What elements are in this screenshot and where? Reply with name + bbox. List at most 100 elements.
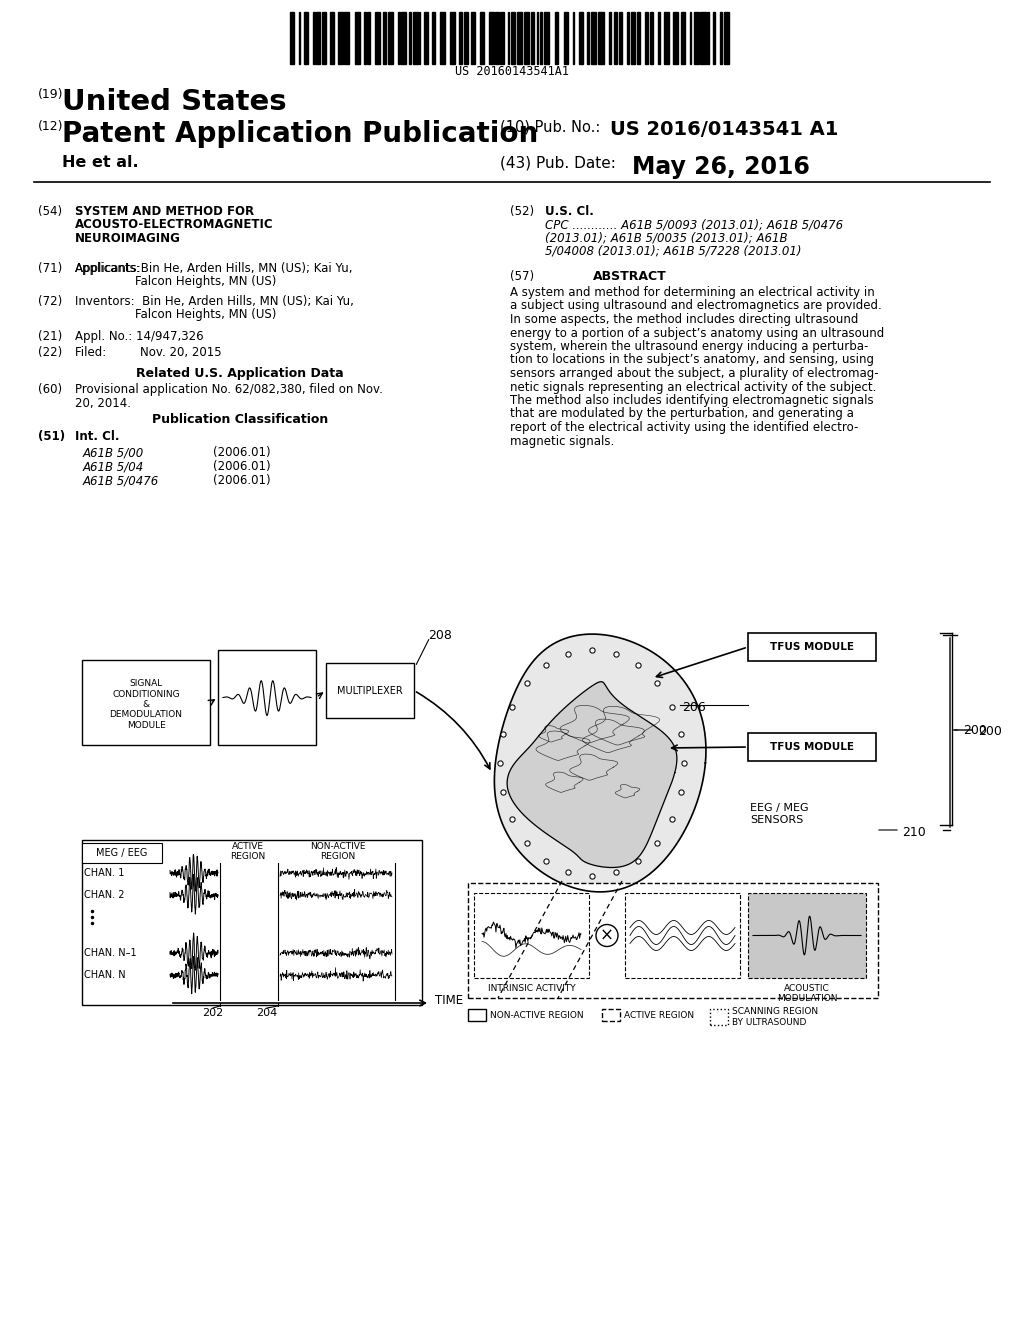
Text: United States: United States bbox=[62, 88, 287, 116]
Text: A61B 5/04: A61B 5/04 bbox=[83, 459, 144, 473]
Bar bbox=[665, 12, 670, 63]
Bar bbox=[517, 12, 522, 63]
Bar bbox=[439, 12, 444, 63]
Bar bbox=[409, 12, 412, 63]
Text: 208: 208 bbox=[428, 630, 452, 642]
Text: (51): (51) bbox=[38, 430, 66, 444]
Text: US 2016/0143541 A1: US 2016/0143541 A1 bbox=[610, 120, 839, 139]
Text: tion to locations in the subject’s anatomy, and sensing, using: tion to locations in the subject’s anato… bbox=[510, 354, 874, 367]
Bar bbox=[398, 12, 399, 63]
Text: (10) Pub. No.:: (10) Pub. No.: bbox=[500, 120, 600, 135]
Bar bbox=[468, 1008, 486, 1020]
Bar bbox=[614, 12, 616, 63]
Bar bbox=[479, 12, 483, 63]
Text: 20, 2014.: 20, 2014. bbox=[75, 396, 131, 409]
Bar bbox=[523, 12, 528, 63]
Bar bbox=[375, 12, 380, 63]
Bar bbox=[315, 12, 319, 63]
Text: Publication Classification: Publication Classification bbox=[152, 413, 328, 426]
Bar bbox=[383, 12, 385, 63]
Text: (22): (22) bbox=[38, 346, 62, 359]
Bar bbox=[424, 12, 428, 63]
Text: CHAN. 1: CHAN. 1 bbox=[84, 869, 124, 878]
Text: report of the electrical activity using the identified electro-: report of the electrical activity using … bbox=[510, 421, 858, 434]
Bar bbox=[748, 733, 876, 762]
Text: netic signals representing an electrical activity of the subject.: netic signals representing an electrical… bbox=[510, 380, 877, 393]
Text: CHAN. N–1: CHAN. N–1 bbox=[84, 948, 136, 958]
Text: TIME: TIME bbox=[435, 994, 463, 1006]
Text: Filed:         Nov. 20, 2015: Filed: Nov. 20, 2015 bbox=[75, 346, 221, 359]
Bar bbox=[700, 12, 706, 63]
Bar bbox=[388, 12, 393, 63]
Text: energy to a portion of a subject’s anatomy using an ultrasound: energy to a portion of a subject’s anato… bbox=[510, 326, 885, 339]
Bar bbox=[323, 12, 326, 63]
Text: (60): (60) bbox=[38, 383, 62, 396]
Text: CPC ............ A61B 5/0093 (2013.01); A61B 5/0476: CPC ............ A61B 5/0093 (2013.01); … bbox=[545, 218, 843, 231]
Bar bbox=[82, 660, 210, 744]
Bar bbox=[330, 12, 334, 63]
Text: A61B 5/00: A61B 5/00 bbox=[83, 446, 144, 459]
Text: ACOUSTIC
MODULATION: ACOUSTIC MODULATION bbox=[777, 983, 838, 1003]
Text: (19): (19) bbox=[38, 88, 63, 102]
Bar bbox=[587, 12, 590, 63]
Bar bbox=[707, 12, 710, 63]
Text: A system and method for determining an electrical activity in: A system and method for determining an e… bbox=[510, 286, 874, 300]
Text: Applicants:Bin He, Arden Hills, MN (US); Kai Yu,: Applicants:Bin He, Arden Hills, MN (US);… bbox=[75, 261, 352, 275]
Text: Patent Application Publication: Patent Application Publication bbox=[62, 120, 539, 148]
Text: MEG / EEG: MEG / EEG bbox=[96, 847, 147, 858]
Bar bbox=[364, 12, 367, 63]
Bar bbox=[419, 12, 421, 63]
Text: (12): (12) bbox=[38, 120, 63, 133]
Bar bbox=[326, 663, 414, 718]
Bar bbox=[508, 12, 509, 63]
Bar bbox=[591, 12, 596, 63]
Text: system, wherein the ultrasound energy inducing a perturba-: system, wherein the ultrasound energy in… bbox=[510, 341, 868, 352]
Text: Falcon Heights, MN (US): Falcon Heights, MN (US) bbox=[135, 308, 276, 321]
Bar bbox=[82, 840, 422, 1005]
Text: 200: 200 bbox=[978, 725, 1001, 738]
Text: (2006.01): (2006.01) bbox=[213, 474, 270, 487]
Bar bbox=[488, 12, 494, 63]
Text: (52): (52) bbox=[510, 205, 535, 218]
Text: MULTIPLEXER: MULTIPLEXER bbox=[337, 685, 402, 696]
Text: that are modulated by the perturbation, and generating a: that are modulated by the perturbation, … bbox=[510, 408, 854, 421]
Bar bbox=[555, 12, 558, 63]
Bar bbox=[432, 12, 434, 63]
Text: Int. Cl.: Int. Cl. bbox=[75, 430, 120, 444]
Bar bbox=[290, 12, 294, 63]
Text: Applicants:: Applicants: bbox=[75, 261, 140, 275]
Bar bbox=[459, 12, 462, 63]
Text: SIGNAL
CONDITIONING
&
DEMODULATION
MODULE: SIGNAL CONDITIONING & DEMODULATION MODUL… bbox=[110, 680, 182, 730]
Bar bbox=[401, 12, 407, 63]
Text: NON-ACTIVE REGION: NON-ACTIVE REGION bbox=[490, 1011, 584, 1019]
Bar bbox=[541, 12, 542, 63]
Text: ACTIVE REGION: ACTIVE REGION bbox=[624, 1011, 694, 1019]
Bar bbox=[598, 12, 603, 63]
Bar bbox=[450, 12, 456, 63]
Text: Appl. No.: 14/947,326: Appl. No.: 14/947,326 bbox=[75, 330, 204, 343]
Bar bbox=[580, 12, 583, 63]
Text: (43) Pub. Date:: (43) Pub. Date: bbox=[500, 154, 615, 170]
Text: NEUROIMAGING: NEUROIMAGING bbox=[75, 232, 181, 246]
Text: (57): (57) bbox=[510, 271, 535, 282]
Bar bbox=[710, 1008, 728, 1026]
Bar bbox=[748, 894, 866, 978]
Bar bbox=[368, 12, 370, 63]
Bar bbox=[464, 12, 468, 63]
Bar bbox=[650, 12, 652, 63]
Bar bbox=[690, 12, 691, 63]
Bar bbox=[694, 12, 699, 63]
Circle shape bbox=[596, 924, 618, 946]
Text: Provisional application No. 62/082,380, filed on Nov.: Provisional application No. 62/082,380, … bbox=[75, 383, 383, 396]
Text: 202: 202 bbox=[203, 1008, 223, 1018]
Bar bbox=[531, 12, 534, 63]
Bar bbox=[344, 12, 349, 63]
Bar bbox=[338, 12, 343, 63]
Text: 5/04008 (2013.01); A61B 5/7228 (2013.01): 5/04008 (2013.01); A61B 5/7228 (2013.01) bbox=[545, 246, 802, 257]
Text: (54): (54) bbox=[38, 205, 62, 218]
Bar bbox=[625, 894, 740, 978]
Bar bbox=[563, 12, 567, 63]
Text: magnetic signals.: magnetic signals. bbox=[510, 434, 614, 447]
Text: ×: × bbox=[600, 927, 614, 945]
Bar bbox=[620, 12, 622, 63]
